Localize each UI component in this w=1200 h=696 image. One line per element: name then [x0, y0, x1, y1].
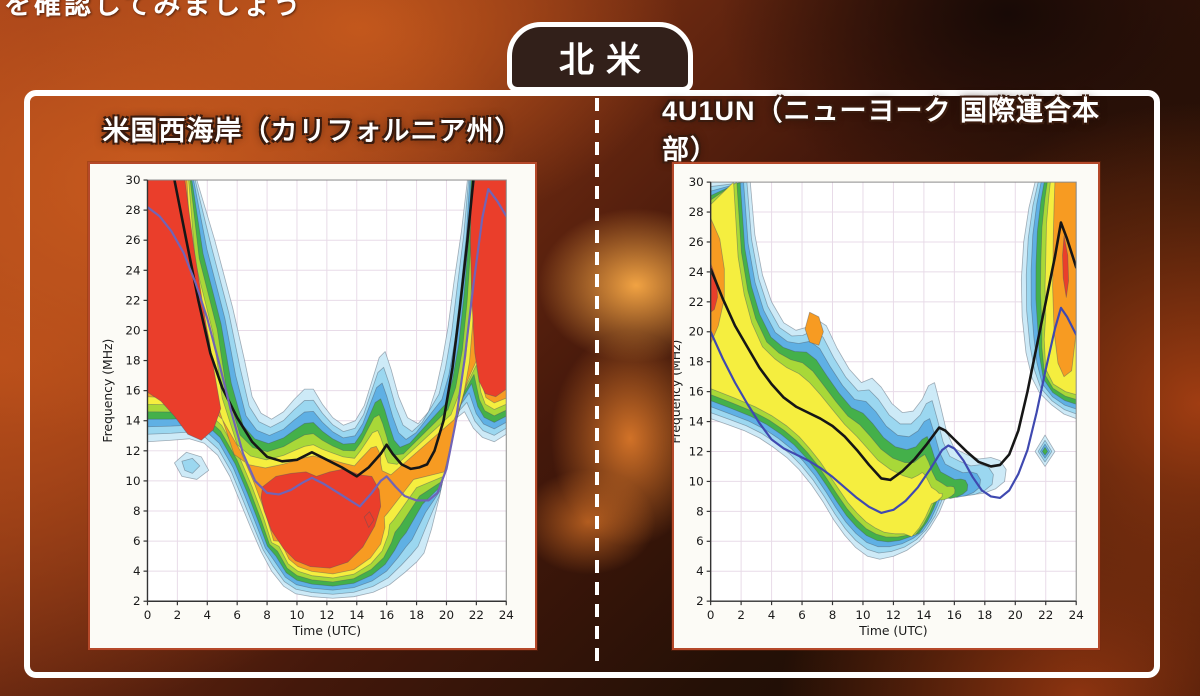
svg-text:28: 28 [125, 203, 140, 217]
svg-text:16: 16 [379, 608, 394, 622]
chart-title-west-coast: 米国西海岸（カリフォルニア州） [102, 115, 523, 146]
svg-text:10: 10 [289, 608, 304, 622]
svg-text:20: 20 [1008, 608, 1023, 622]
svg-text:0: 0 [707, 608, 715, 622]
propagation-chart-west-coast: 0 2 4 6 8 10 12 14 16 18 20 22 242468101214161820222… [101, 173, 514, 638]
svg-text:22: 22 [125, 293, 140, 307]
svg-text:6: 6 [133, 534, 141, 548]
svg-text:2: 2 [174, 608, 182, 622]
chart-panel-4u1un: 0 2 4 6 8 10 12 14 16 18 20 22 24 2 4 6 8 10 12 14 16 18 20 22 2… [672, 162, 1100, 650]
svg-text:16: 16 [947, 608, 962, 622]
svg-text:6: 6 [233, 608, 241, 622]
svg-text:Time (UTC): Time (UTC) [292, 624, 361, 638]
propagation-chart-4u1un: 0 2 4 6 8 10 12 14 16 18 20 22 242468101214161820222… [674, 175, 1084, 638]
chart-title-4u1un: 4U1UN（ニューヨーク 国際連合本部） [662, 96, 1101, 165]
clipped-header-text: を確認してみましょう [4, 0, 304, 20]
svg-text:22: 22 [1038, 608, 1053, 622]
svg-text:18: 18 [689, 355, 704, 369]
svg-text:10: 10 [689, 474, 704, 488]
region-badge: 北米 [507, 22, 693, 92]
svg-text:8: 8 [829, 608, 837, 622]
svg-text:30: 30 [689, 175, 704, 189]
region-badge-label: 北米 [558, 40, 653, 80]
svg-text:22: 22 [689, 295, 704, 309]
svg-text:24: 24 [499, 608, 514, 622]
svg-text:16: 16 [689, 385, 704, 399]
svg-text:20: 20 [689, 325, 704, 339]
svg-text:Frequency (MHz): Frequency (MHz) [674, 340, 683, 444]
content-frame [24, 90, 1160, 678]
svg-text:10: 10 [125, 474, 140, 488]
svg-text:4: 4 [133, 564, 141, 578]
chart-panel-west-coast: 0 2 4 6 8 10 12 14 16 18 20 22 24 2 4 6 8 10 12 14 16 18 20 22 2… [88, 162, 537, 650]
svg-text:Time (UTC): Time (UTC) [858, 624, 927, 638]
svg-text:8: 8 [696, 504, 704, 518]
svg-text:Frequency (MHz): Frequency (MHz) [101, 339, 115, 443]
svg-text:6: 6 [696, 534, 704, 548]
svg-text:12: 12 [886, 608, 901, 622]
svg-text:10: 10 [855, 608, 870, 622]
svg-text:26: 26 [125, 233, 140, 247]
svg-text:4: 4 [768, 608, 776, 622]
panel-divider-dashed [595, 98, 599, 670]
svg-text:2: 2 [737, 608, 745, 622]
svg-text:14: 14 [125, 414, 140, 428]
svg-text:24: 24 [689, 265, 704, 279]
svg-text:24: 24 [125, 263, 140, 277]
svg-text:24: 24 [1069, 608, 1084, 622]
svg-text:28: 28 [689, 205, 704, 219]
svg-text:20: 20 [439, 608, 454, 622]
svg-text:14: 14 [689, 415, 704, 429]
svg-text:8: 8 [133, 504, 141, 518]
svg-text:14: 14 [349, 608, 364, 622]
svg-text:30: 30 [125, 173, 140, 187]
svg-text:14: 14 [916, 608, 931, 622]
svg-text:0: 0 [144, 608, 152, 622]
svg-text:4: 4 [696, 564, 704, 578]
svg-text:12: 12 [689, 444, 704, 458]
svg-text:12: 12 [125, 444, 140, 458]
svg-text:22: 22 [469, 608, 484, 622]
svg-text:18: 18 [977, 608, 992, 622]
svg-text:2: 2 [133, 594, 141, 608]
svg-text:4: 4 [203, 608, 211, 622]
svg-text:18: 18 [125, 354, 140, 368]
svg-text:26: 26 [689, 235, 704, 249]
svg-text:8: 8 [263, 608, 271, 622]
svg-text:2: 2 [696, 594, 704, 608]
svg-text:20: 20 [125, 323, 140, 337]
svg-text:6: 6 [798, 608, 806, 622]
svg-text:16: 16 [125, 384, 140, 398]
svg-text:12: 12 [319, 608, 334, 622]
svg-text:18: 18 [409, 608, 424, 622]
